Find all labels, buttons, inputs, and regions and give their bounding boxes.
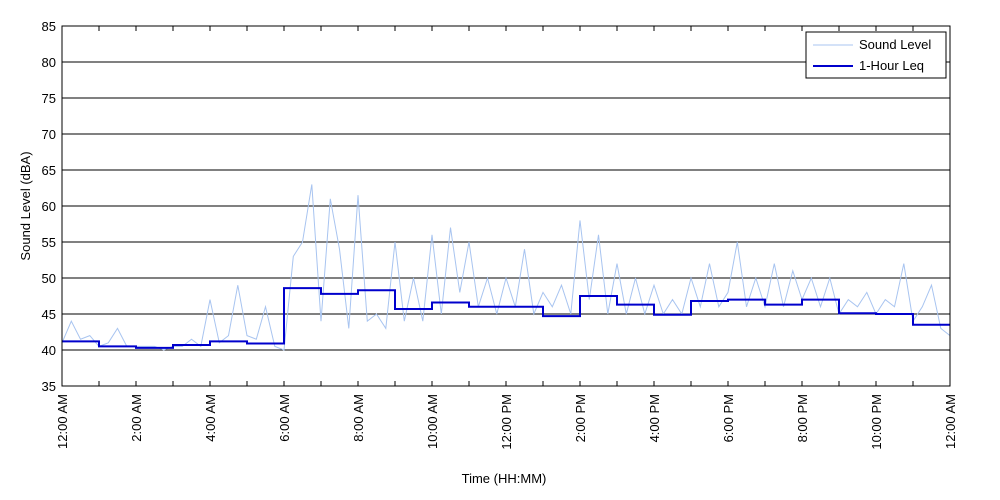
legend-label-1-hour-leq: 1-Hour Leq <box>859 58 924 73</box>
x-tick-label: 12:00 PM <box>499 394 514 450</box>
series-1-hour-leq-line <box>62 287 950 349</box>
x-tick-label: 4:00 AM <box>203 394 218 442</box>
y-tick-label: 75 <box>42 91 56 106</box>
y-tick-label: 70 <box>42 127 56 142</box>
legend-box <box>805 31 947 79</box>
y-tick-labels: 35 40 45 50 55 60 65 70 75 80 85 <box>42 19 56 394</box>
x-tick-label: 10:00 PM <box>869 394 884 450</box>
x-tick-label: 2:00 PM <box>573 394 588 442</box>
x-tick-label: 12:00 AM <box>943 394 958 449</box>
y-tick-label: 35 <box>42 379 56 394</box>
y-tick-label: 50 <box>42 271 56 286</box>
x-tick-label: 12:00 AM <box>55 394 70 449</box>
x-tick-label: 8:00 AM <box>351 394 366 442</box>
y-tick-label: 65 <box>42 163 56 178</box>
x-tick-labels: 12:00 AM 2:00 AM 4:00 AM 6:00 AM 8:00 AM 10:0… <box>55 394 958 450</box>
x-tick-label: 6:00 PM <box>721 394 736 442</box>
plot-frame <box>61 25 951 387</box>
x-tick-label: 10:00 AM <box>425 394 440 449</box>
series-layer <box>61 184 951 351</box>
legend: Sound Level 1-Hour Leq <box>805 31 947 79</box>
legend-label-sound-level: Sound Level <box>859 37 931 52</box>
y-tick-label: 85 <box>42 19 56 34</box>
x-axis-title: Time (HH:MM) <box>462 471 547 486</box>
y-tick-label: 45 <box>42 307 56 322</box>
x-tick-label: 6:00 AM <box>277 394 292 442</box>
y-tick-label: 60 <box>42 199 56 214</box>
x-tick-label: 2:00 AM <box>129 394 144 442</box>
y-tick-label: 40 <box>42 343 56 358</box>
y-axis-title: Sound Level (dBA) <box>18 151 33 260</box>
x-tick-label: 8:00 PM <box>795 394 810 442</box>
y-tick-label: 55 <box>42 235 56 250</box>
x-tick-label: 4:00 PM <box>647 394 662 442</box>
y-tick-label: 80 <box>42 55 56 70</box>
